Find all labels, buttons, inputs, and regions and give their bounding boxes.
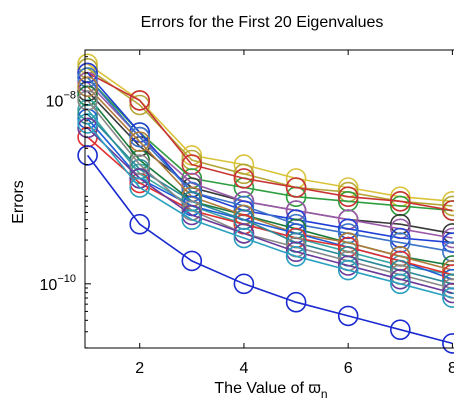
- y-tick-label: 10−10: [40, 273, 76, 294]
- data-point: [389, 319, 411, 341]
- data-point: [233, 168, 255, 189]
- series-17: [77, 113, 454, 308]
- data-point: [337, 259, 359, 281]
- data-point: [337, 305, 359, 327]
- data-point: [77, 90, 98, 111]
- data-point: [442, 195, 454, 217]
- data-point: [337, 255, 359, 276]
- data-point: [129, 131, 150, 152]
- y-axis-label: Errors: [10, 180, 27, 224]
- x-axis-label-symbol: ϖ: [308, 380, 321, 397]
- data-point: [77, 62, 98, 84]
- data-point: [442, 273, 454, 295]
- data-point: [181, 250, 203, 272]
- data-point: [285, 241, 307, 262]
- data-point: [442, 278, 454, 299]
- data-point: [285, 245, 307, 267]
- x-tick-label: 2: [135, 360, 144, 377]
- data-point: [129, 177, 150, 198]
- data-point: [442, 282, 454, 304]
- x-tick-label: 6: [344, 360, 353, 377]
- data-point: [77, 76, 98, 97]
- data-point: [337, 186, 359, 207]
- data-point: [442, 227, 454, 249]
- data-point: [233, 223, 255, 244]
- data-point: [389, 273, 411, 295]
- data-point: [285, 177, 307, 198]
- data-point: [129, 90, 150, 111]
- plot-frame: [84, 49, 454, 349]
- data-point: [442, 232, 454, 253]
- x-axis-label-subscript: n: [321, 387, 328, 401]
- data-point: [233, 273, 255, 295]
- data-point: [129, 126, 150, 148]
- x-tick-label: 8: [448, 360, 454, 377]
- data-point: [285, 291, 307, 313]
- data-point: [442, 287, 454, 308]
- y-tick-label: 10−8: [46, 89, 76, 110]
- data-point: [442, 191, 454, 212]
- data-point: [129, 94, 150, 116]
- axis-ticks: 2 4 6 8 10−10 10−8: [40, 50, 454, 377]
- data-point: [129, 154, 150, 175]
- data-point: [442, 333, 454, 354]
- x-axis-label-prefix: The Value of: [214, 380, 308, 397]
- data-point: [181, 209, 203, 230]
- data-point: [129, 213, 150, 235]
- x-tick-label: 4: [239, 360, 248, 377]
- x-axis-label: The Value of ϖn: [214, 380, 327, 401]
- data-point: [233, 227, 255, 249]
- data-point: [77, 113, 98, 134]
- data-point: [389, 268, 411, 290]
- data-point: [442, 200, 454, 221]
- series-18: [77, 145, 454, 354]
- data-point: [389, 191, 411, 212]
- chart-title: Errors for the First 20 Eigenvalues: [141, 14, 384, 31]
- data-point: [233, 163, 255, 185]
- data-point: [181, 204, 203, 226]
